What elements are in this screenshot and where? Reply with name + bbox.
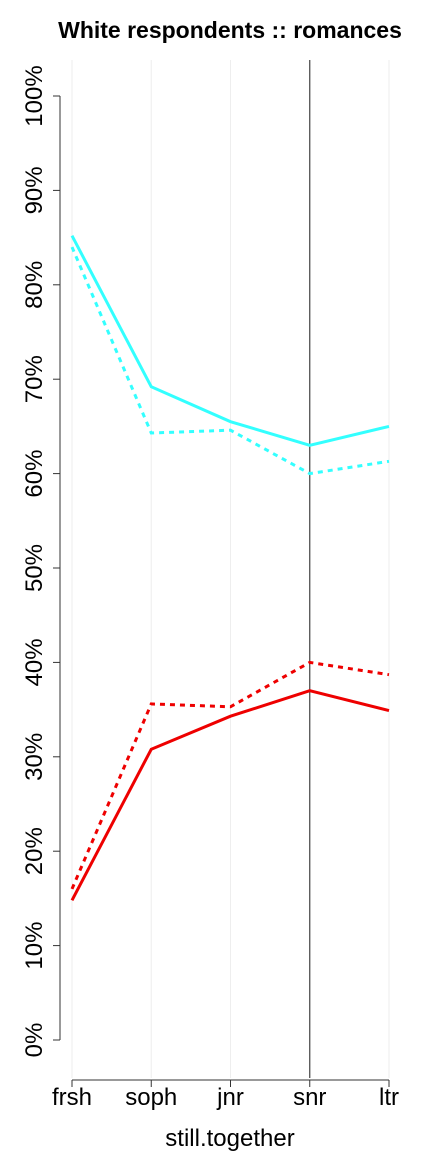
- y-tick-label: 50%: [21, 544, 48, 592]
- chart-title: White respondents :: romances: [58, 17, 402, 43]
- line-series: [70, 246, 390, 476]
- x-axis-label: still.together: [165, 1125, 294, 1152]
- line-series: [70, 689, 390, 901]
- line-series: [70, 235, 390, 447]
- x-tick-label: jnr: [216, 1084, 244, 1111]
- y-tick-label: 60%: [21, 450, 48, 498]
- y-tick-label: 80%: [21, 261, 48, 309]
- y-tick-label: 70%: [21, 355, 48, 403]
- x-tick-label: frsh: [52, 1084, 92, 1111]
- y-tick-label: 90%: [21, 166, 48, 214]
- x-tick-label: snr: [293, 1084, 326, 1111]
- y-tick-label: 30%: [21, 733, 48, 781]
- y-tick-label: 40%: [21, 638, 48, 686]
- y-tick-label: 10%: [21, 922, 48, 970]
- x-tick-label: soph: [125, 1084, 177, 1111]
- y-tick-label: 20%: [21, 827, 48, 875]
- line-series: [70, 660, 390, 890]
- y-tick-label: 100%: [21, 65, 48, 126]
- y-tick-label: 0%: [21, 1023, 48, 1058]
- x-tick-label: ltr: [379, 1084, 399, 1111]
